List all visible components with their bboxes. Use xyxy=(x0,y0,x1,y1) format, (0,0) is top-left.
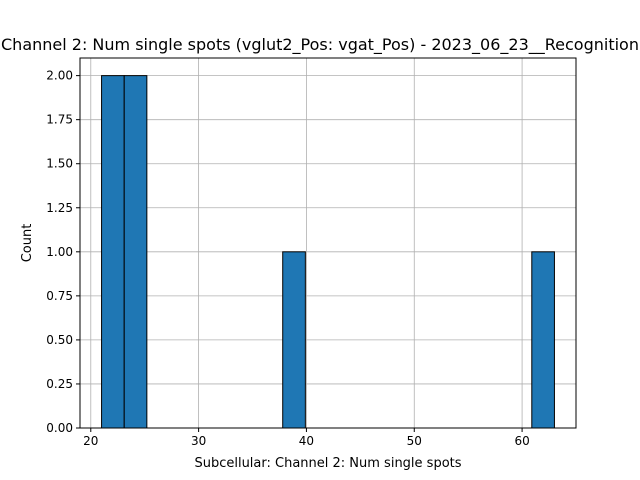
y-tick-label: 1.50 xyxy=(46,157,73,171)
y-tick-label: 0.75 xyxy=(46,289,73,303)
histogram-bar xyxy=(123,75,148,429)
x-tick-label: 20 xyxy=(83,434,98,448)
y-tick-label: 1.75 xyxy=(46,113,73,127)
chart-title: Channel 2: Num single spots (vglut2_Pos:… xyxy=(1,35,639,55)
x-tick-label: 50 xyxy=(407,434,422,448)
histogram-bar xyxy=(282,251,306,429)
x-axis-label: Subcellular: Channel 2: Num single spots xyxy=(194,456,461,471)
x-axis-ticks: 20 30 40 50 60 xyxy=(83,428,530,448)
y-tick-label: 1.00 xyxy=(46,245,73,259)
x-tick-label: 30 xyxy=(191,434,206,448)
plot-frame xyxy=(79,57,577,429)
y-axis-ticks: 0.00 0.25 0.50 0.75 1.00 1.25 1.50 1.75 2.00 xyxy=(46,69,80,435)
y-axis-label: Count xyxy=(20,224,35,263)
histogram-bar xyxy=(101,75,125,429)
histogram-bar xyxy=(531,251,555,429)
x-tick-label: 60 xyxy=(514,434,529,448)
y-tick-label: 0.25 xyxy=(46,377,73,391)
grid-lines xyxy=(80,58,576,429)
y-tick-label: 1.25 xyxy=(46,201,73,215)
y-tick-label: 2.00 xyxy=(46,69,73,83)
x-tick-label: 40 xyxy=(299,434,314,448)
y-tick-label: 0.50 xyxy=(46,333,73,347)
y-tick-label: 0.00 xyxy=(46,421,73,435)
